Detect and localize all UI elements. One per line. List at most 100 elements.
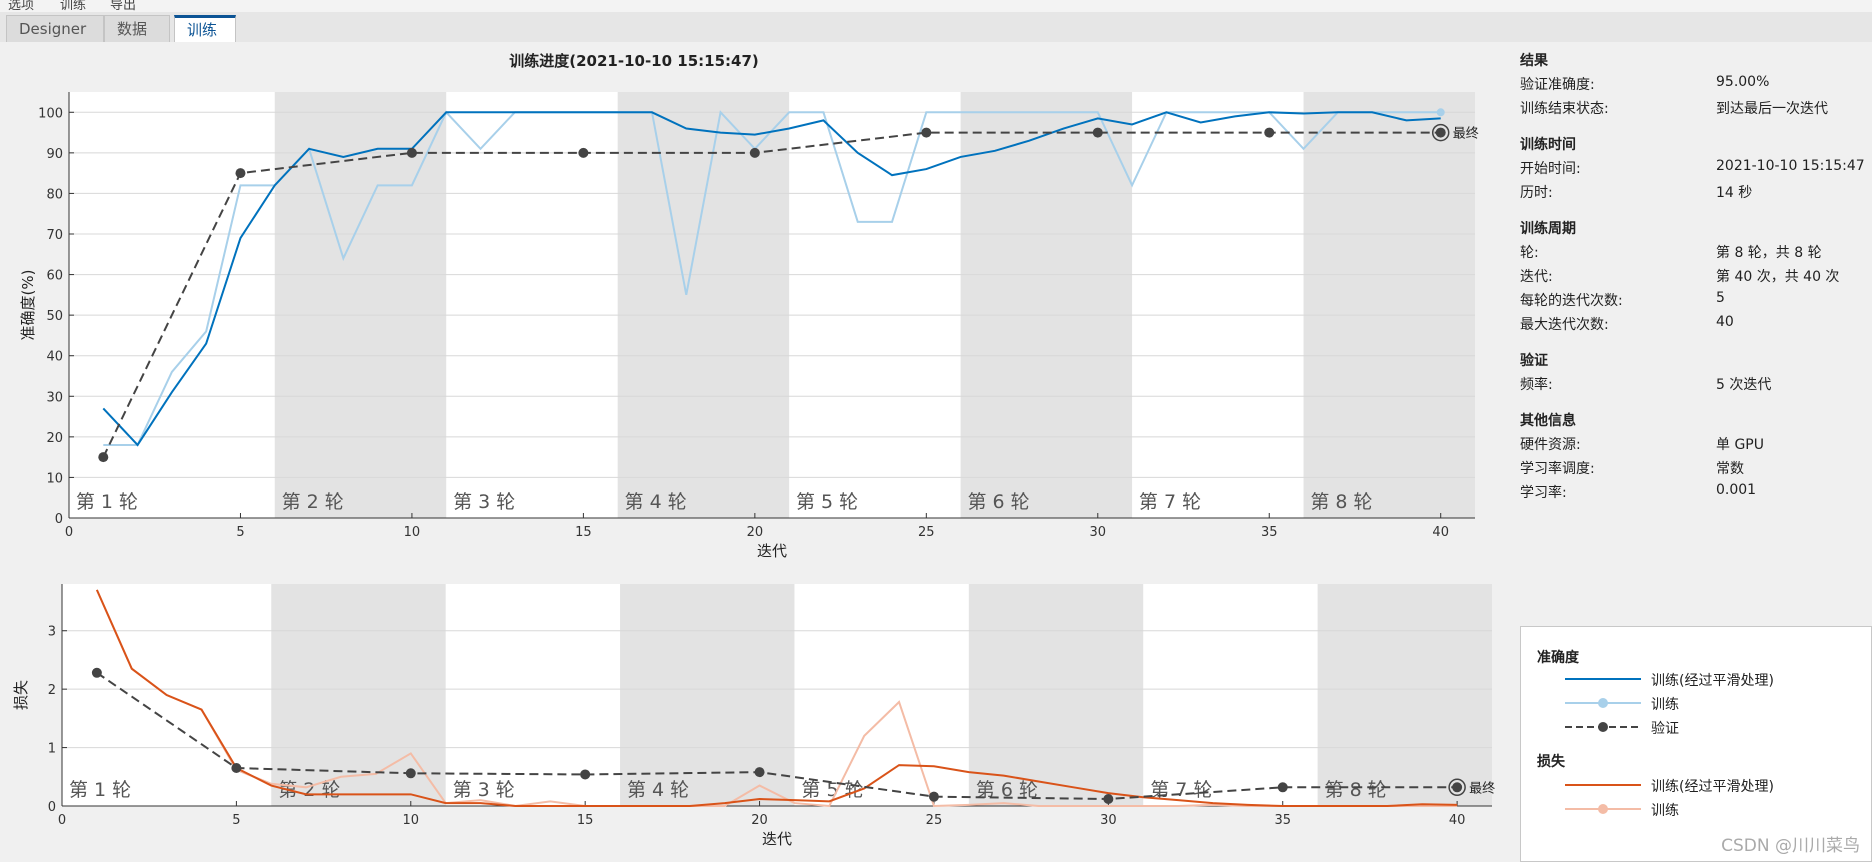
legend-item-accuracy-train: 训练 <box>1537 693 1867 713</box>
train-final-point <box>1436 108 1445 117</box>
epoch-label: 第 4 轮 <box>627 779 689 801</box>
epoch-label: 第 4 轮 <box>625 491 687 513</box>
x-tick-label: 30 <box>1100 813 1117 828</box>
info-row-iterations-per-epoch: 每轮的迭代次数: 5 <box>1520 290 1725 309</box>
document-tab-strip: Designer 数据 训练 <box>0 12 1872 43</box>
legend: 准确度 训练(经过平滑处理) 训练 验证 损失 训练(经过平滑处理) 训练 <box>1520 626 1872 862</box>
x-tick-label: 0 <box>65 525 73 540</box>
epoch-label: 第 2 轮 <box>278 779 340 801</box>
final-label: 最终 <box>1453 126 1479 142</box>
menu-item-export[interactable]: 导出 <box>110 0 137 13</box>
validation-point <box>406 147 417 158</box>
y-tick-label: 30 <box>46 390 63 405</box>
series-line-train <box>95 589 1458 808</box>
validation-point <box>1103 793 1114 804</box>
x-tick-label: 35 <box>1261 525 1278 540</box>
training-plots: 训练进度(2021-10-10 15:15:47) 0 5 10 15 20 25 30 35… <box>12 52 1495 848</box>
y-tick-label: 80 <box>46 187 63 202</box>
epoch-label: 第 8 轮 <box>1325 779 1387 801</box>
x-tick-label: 0 <box>58 813 66 828</box>
y-tick-label: 40 <box>46 350 63 365</box>
legend-accuracy-title: 准确度 <box>1537 650 1579 666</box>
epoch-band <box>960 92 1133 518</box>
y-tick-label: 50 <box>46 309 63 324</box>
epoch-label: 第 2 轮 <box>282 491 344 513</box>
x-tick-label: 40 <box>1449 813 1466 828</box>
final-marker <box>1431 123 1450 142</box>
legend-marker-swatch <box>1565 804 1641 814</box>
series-line-train-smoothed <box>95 589 1458 807</box>
legend-dashed-swatch <box>1565 722 1641 732</box>
legend-marker-swatch <box>1565 698 1641 708</box>
legend-loss-title: 损失 <box>1537 754 1565 770</box>
training-progress-view: 训练进度(2021-10-10 15:15:47) 0 5 10 15 20 25 30 35… <box>0 42 1872 862</box>
y-tick-label: 10 <box>46 471 63 486</box>
final-label: 最终 <box>1469 780 1495 796</box>
validation-point <box>235 168 246 179</box>
tab-data[interactable]: 数据 <box>104 15 170 42</box>
menu-item-options[interactable]: 选项 <box>8 0 35 13</box>
epoch-band <box>617 92 790 518</box>
x-axis-label: 迭代 <box>757 542 787 560</box>
validation-point <box>1435 127 1446 138</box>
y-tick-label: 60 <box>46 269 63 284</box>
validation-point <box>231 763 242 774</box>
epoch-band <box>1303 92 1475 518</box>
validation-point <box>1092 127 1103 138</box>
epoch-label: 第 3 轮 <box>453 491 515 513</box>
y-tick-label: 100 <box>38 106 63 121</box>
epoch-band <box>620 584 795 806</box>
info-row-hardware: 硬件资源: 单 GPU <box>1520 437 1764 453</box>
epoch-label: 第 5 轮 <box>796 491 858 513</box>
epoch-label: 第 1 轮 <box>69 779 131 801</box>
y-axis-label: 准确度(%) <box>19 270 37 341</box>
cycle-title: 训练周期 <box>1520 221 1576 237</box>
validation-title: 验证 <box>1520 353 1548 369</box>
x-tick-label: 10 <box>404 525 421 540</box>
watermark: CSDN @川川菜鸟 <box>1721 836 1860 856</box>
info-row-end-state: 训练结束状态: 到达最后一次迭代 <box>1520 101 1828 117</box>
info-row-epoch: 轮: 第 8 轮，共 8 轮 <box>1520 245 1822 261</box>
legend-item-loss-train: 训练 <box>1537 799 1867 819</box>
x-tick-label: 40 <box>1432 525 1449 540</box>
loss-plot: 0 5 10 15 20 25 30 35 40 0 1 2 3 迭代 损失第 1 轮 第 2 轮 第 3 轮 第… <box>12 584 1495 848</box>
epoch-band <box>968 584 1144 806</box>
info-row-iteration: 迭代: 第 40 次，共 40 次 <box>1520 269 1840 285</box>
validation-point <box>98 452 109 463</box>
epoch-label: 第 7 轮 <box>1139 491 1201 513</box>
other-info-title: 其他信息 <box>1520 413 1576 429</box>
info-row-lr-schedule: 学习率调度: 常数 <box>1520 461 1744 477</box>
validation-point <box>1264 127 1275 138</box>
final-marker <box>1448 778 1466 797</box>
legend-line-swatch <box>1565 784 1641 786</box>
validation-point <box>749 147 760 158</box>
y-tick-label: 90 <box>46 147 63 162</box>
validation-point <box>1452 782 1463 793</box>
y-tick-label: 0 <box>48 800 56 815</box>
validation-point <box>91 667 102 678</box>
y-tick-label: 2 <box>48 683 56 698</box>
validation-point <box>754 767 765 778</box>
x-tick-label: 25 <box>926 813 943 828</box>
epoch-label: 第 5 轮 <box>801 779 863 801</box>
info-row-elapsed: 历时: 14 秒 <box>1520 185 1753 201</box>
legend-item-accuracy-validation: 验证 <box>1537 717 1867 737</box>
y-tick-label: 0 <box>55 512 63 527</box>
x-tick-label: 15 <box>575 525 592 540</box>
x-tick-label: 5 <box>232 813 240 828</box>
info-row-max-iterations: 最大迭代次数: 40 <box>1520 314 1734 333</box>
epoch-band <box>274 92 447 518</box>
validation-point <box>580 769 591 780</box>
plot-title: 训练进度(2021-10-10 15:15:47) <box>509 52 759 70</box>
info-row-validation-accuracy: 验证准确度: 95.00% <box>1520 74 1770 93</box>
x-tick-label: 10 <box>403 813 420 828</box>
results-title: 结果 <box>1520 53 1548 69</box>
x-tick-label: 35 <box>1274 813 1291 828</box>
tab-training[interactable]: 训练 <box>174 15 236 43</box>
tab-designer[interactable]: Designer <box>6 15 104 42</box>
y-tick-label: 70 <box>46 228 63 243</box>
menu-item-training[interactable]: 训练 <box>60 0 87 13</box>
epoch-label: 第 6 轮 <box>976 779 1038 801</box>
info-row-start-time: 开始时间: 2021-10-10 15:15:47 <box>1520 158 1865 177</box>
epoch-label: 第 3 轮 <box>453 779 515 801</box>
